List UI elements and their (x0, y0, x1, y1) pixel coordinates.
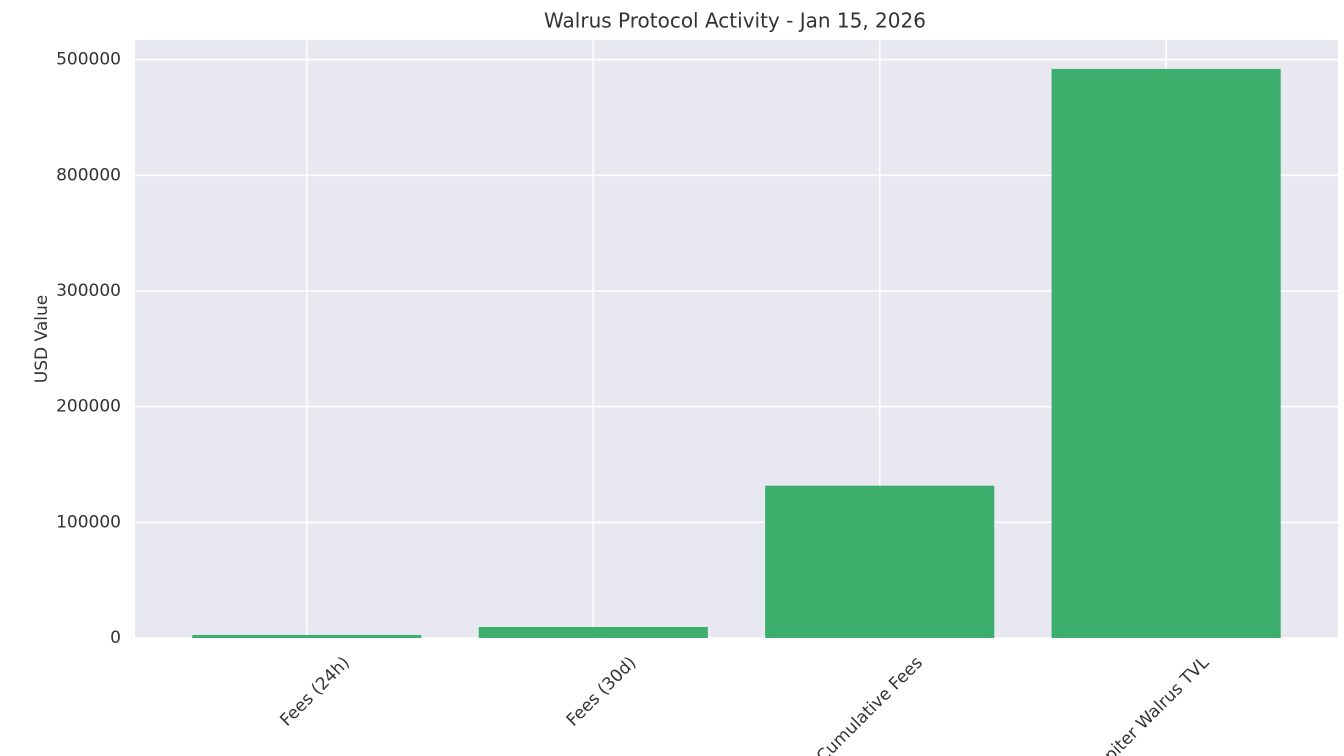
y-tick-label: 0 (110, 628, 121, 648)
x-tick-label: Fees (24h) (276, 653, 354, 731)
x-tick-label: Cumulative Fees (813, 653, 927, 756)
y-tick-label: 200000 (56, 397, 121, 417)
bar (765, 485, 995, 638)
y-tick-label: 100000 (56, 512, 121, 532)
bar (192, 634, 422, 638)
x-tick-label: Jupiter Walrus TVL (1089, 653, 1214, 756)
bar (1051, 68, 1281, 639)
y-tick-label: 500000 (56, 50, 121, 70)
y-axis-label: USD Value (32, 295, 52, 383)
y-tick-label: 800000 (56, 165, 121, 185)
bar (478, 627, 708, 638)
chart-title: Walrus Protocol Activity - Jan 15, 2026 (544, 9, 926, 33)
y-tick-label: 300000 (56, 281, 121, 301)
x-tick-label: Fees (30d) (563, 653, 641, 731)
